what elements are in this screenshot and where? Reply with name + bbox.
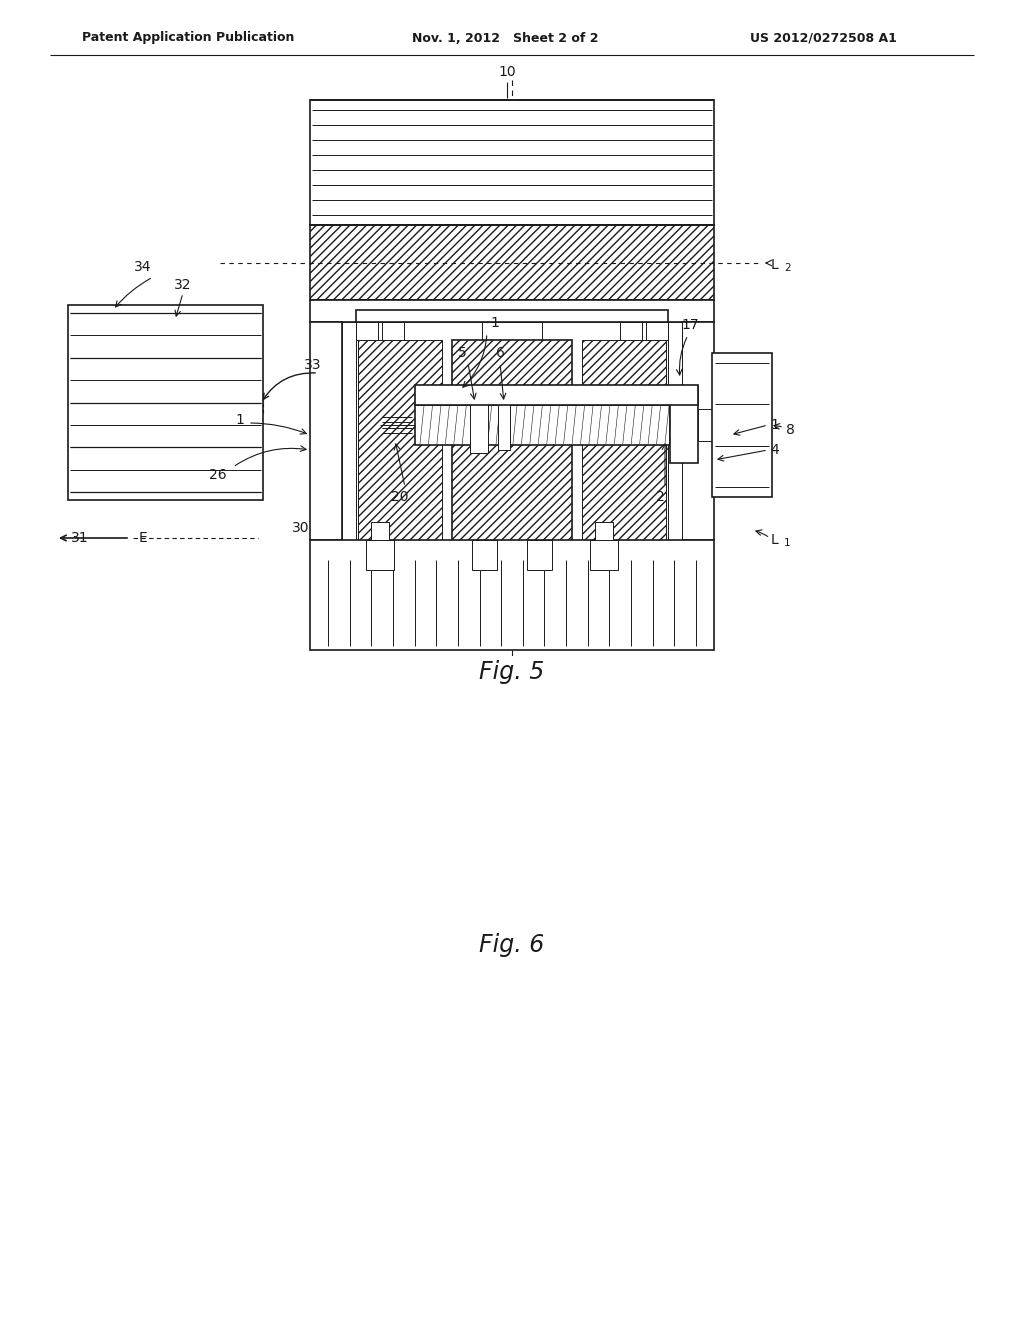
Bar (668, 322, 682, 540)
Text: 32: 32 (174, 279, 191, 292)
Bar (595, 521, 613, 540)
Bar (342, 322, 356, 540)
Bar (482, 322, 542, 341)
Bar (310, 322, 342, 540)
Bar (415, 385, 698, 405)
Text: 1: 1 (236, 413, 245, 426)
Text: Patent Application Publication: Patent Application Publication (82, 32, 294, 45)
Text: 2: 2 (655, 490, 665, 504)
Text: Fig. 6: Fig. 6 (479, 933, 545, 957)
Text: 33: 33 (304, 358, 322, 372)
Bar (498, 400, 510, 450)
Text: 8: 8 (785, 422, 795, 437)
Text: 1: 1 (490, 315, 500, 330)
Bar (712, 352, 772, 498)
Bar (356, 310, 668, 322)
Bar (620, 322, 642, 341)
Bar (68, 305, 263, 500)
Text: 20: 20 (391, 490, 409, 504)
Bar (646, 322, 668, 341)
Bar (527, 540, 552, 570)
Text: 31: 31 (72, 531, 89, 545)
Bar (590, 540, 618, 570)
Bar (310, 224, 714, 300)
Bar (366, 540, 394, 570)
Bar (698, 409, 712, 441)
Text: 5: 5 (458, 346, 466, 360)
Text: L: L (771, 257, 779, 272)
Text: US 2012/0272508 A1: US 2012/0272508 A1 (750, 32, 897, 45)
Bar (670, 387, 698, 463)
Bar (682, 322, 714, 540)
Bar (415, 405, 670, 445)
Text: 17: 17 (681, 318, 698, 333)
Text: 10: 10 (499, 65, 516, 79)
Bar (358, 341, 442, 540)
Text: 1: 1 (784, 539, 791, 548)
Text: 26: 26 (209, 469, 226, 482)
Text: 1: 1 (771, 418, 779, 432)
Text: 34: 34 (134, 260, 152, 275)
Bar (382, 322, 404, 341)
Bar (310, 300, 714, 322)
Text: Nov. 1, 2012   Sheet 2 of 2: Nov. 1, 2012 Sheet 2 of 2 (412, 32, 598, 45)
Text: 4: 4 (771, 444, 779, 457)
Text: 30: 30 (292, 521, 309, 535)
Bar (371, 521, 389, 540)
Text: 2: 2 (784, 263, 791, 273)
Text: L: L (771, 533, 779, 546)
Polygon shape (380, 405, 415, 445)
Text: Fig. 5: Fig. 5 (479, 660, 545, 684)
Bar (470, 397, 488, 453)
Bar (472, 540, 497, 570)
Text: E: E (138, 531, 147, 545)
Text: 6: 6 (496, 346, 505, 360)
Bar (310, 100, 714, 224)
Bar (356, 322, 378, 341)
Bar (452, 341, 572, 570)
Bar (582, 341, 666, 540)
Bar (310, 540, 714, 649)
